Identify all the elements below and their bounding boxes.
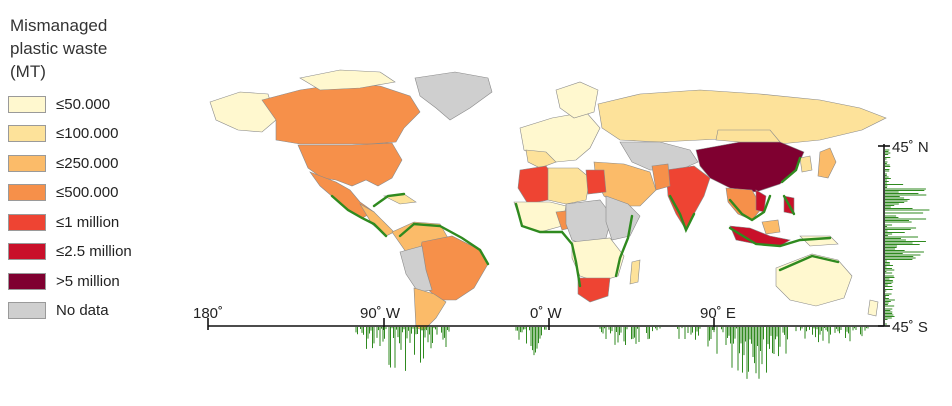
legend-swatch xyxy=(8,302,46,319)
legend-label: ≤1 million xyxy=(56,213,120,231)
coast-china xyxy=(780,156,802,184)
legend-item-250k: ≤250.000 xyxy=(8,152,183,174)
legend-swatch xyxy=(8,154,46,172)
map-legend: Mismanaged plastic waste (MT) ≤50.000 ≤1… xyxy=(8,14,183,329)
country-usa xyxy=(297,142,403,187)
latitude-histogram xyxy=(885,149,930,325)
country-mongolia xyxy=(715,129,781,143)
x-tick-label-90w: 90˚ W xyxy=(360,305,401,322)
coast-australia xyxy=(778,254,840,272)
country-east-africa xyxy=(605,195,641,241)
x-tick-label-90e: 90˚ E xyxy=(700,305,736,322)
country-japan xyxy=(817,147,837,179)
legend-item-1m: ≤1 million xyxy=(8,211,183,233)
country-alaska xyxy=(209,91,277,133)
legend-title: Mismanaged plastic waste (MT) xyxy=(10,16,108,81)
country-korea xyxy=(799,155,813,173)
country-papua xyxy=(799,235,839,247)
country-north-africa-central xyxy=(547,167,591,205)
country-madagascar xyxy=(629,259,641,285)
country-peru-bolivia xyxy=(399,245,433,293)
legend-swatch xyxy=(8,213,46,231)
country-indonesia xyxy=(729,225,791,247)
country-central-asia xyxy=(619,141,699,171)
coast-south-america xyxy=(398,222,490,266)
country-india xyxy=(665,165,711,231)
coast-indonesia xyxy=(728,226,832,248)
legend-label: ≤2.5 million xyxy=(56,243,132,260)
legend-items: ≤50.000 ≤100.000 ≤250.000 ≤500.000 ≤1 mi… xyxy=(8,93,183,322)
legend-swatch xyxy=(8,95,46,113)
country-scandinavia xyxy=(555,81,599,119)
coast-caribbean xyxy=(372,192,406,208)
coast-east-africa xyxy=(614,214,634,278)
country-south-africa xyxy=(577,277,611,303)
country-russia xyxy=(597,89,887,145)
legend-label: ≤500.000 xyxy=(56,184,119,201)
coast-philippines xyxy=(782,194,796,216)
country-pakistan xyxy=(651,163,671,191)
legend-item-50k: ≤50.000 xyxy=(8,93,183,115)
country-australia xyxy=(775,253,853,307)
legend-label: No data xyxy=(56,302,109,319)
y-tick-label-45n: 45˚ N xyxy=(892,139,929,156)
country-canada xyxy=(261,83,421,145)
legend-label: ≤50.000 xyxy=(56,95,111,113)
coast-central-america xyxy=(330,194,388,238)
country-arctic-islands xyxy=(299,69,396,91)
longitude-histogram xyxy=(355,327,869,379)
legend-swatch xyxy=(8,125,46,142)
country-greenland xyxy=(414,71,493,121)
country-polygons xyxy=(209,69,887,331)
legend-swatch xyxy=(8,272,46,290)
x-tick-label-0w: 0˚ W xyxy=(530,305,563,322)
country-borneo xyxy=(761,219,781,235)
x-tick-label-180: 180˚ xyxy=(193,305,223,322)
legend-label: ≤100.000 xyxy=(56,125,119,142)
y-tick-label-45s: 45˚ S xyxy=(892,319,928,336)
legend-swatch xyxy=(8,243,46,260)
coast-west-africa xyxy=(514,202,582,288)
legend-item-2-5m: ≤2.5 million xyxy=(8,241,183,263)
coast-southeast-asia xyxy=(728,194,772,222)
map-axes xyxy=(207,144,890,330)
legend-item-5m: >5 million xyxy=(8,270,183,292)
country-egypt xyxy=(585,169,607,195)
legend-label: >5 million xyxy=(56,272,120,290)
legend-item-500k: ≤500.000 xyxy=(8,182,183,204)
country-western-europe xyxy=(525,149,557,169)
legend-label: ≤250.000 xyxy=(56,154,119,172)
country-new-zealand xyxy=(867,299,879,317)
coastline-highlights xyxy=(330,156,840,288)
legend-swatch xyxy=(8,184,46,201)
legend-item-100k: ≤100.000 xyxy=(8,123,183,145)
country-china xyxy=(695,141,805,193)
coast-india xyxy=(668,194,696,233)
legend-item-no-data: No data xyxy=(8,300,183,322)
